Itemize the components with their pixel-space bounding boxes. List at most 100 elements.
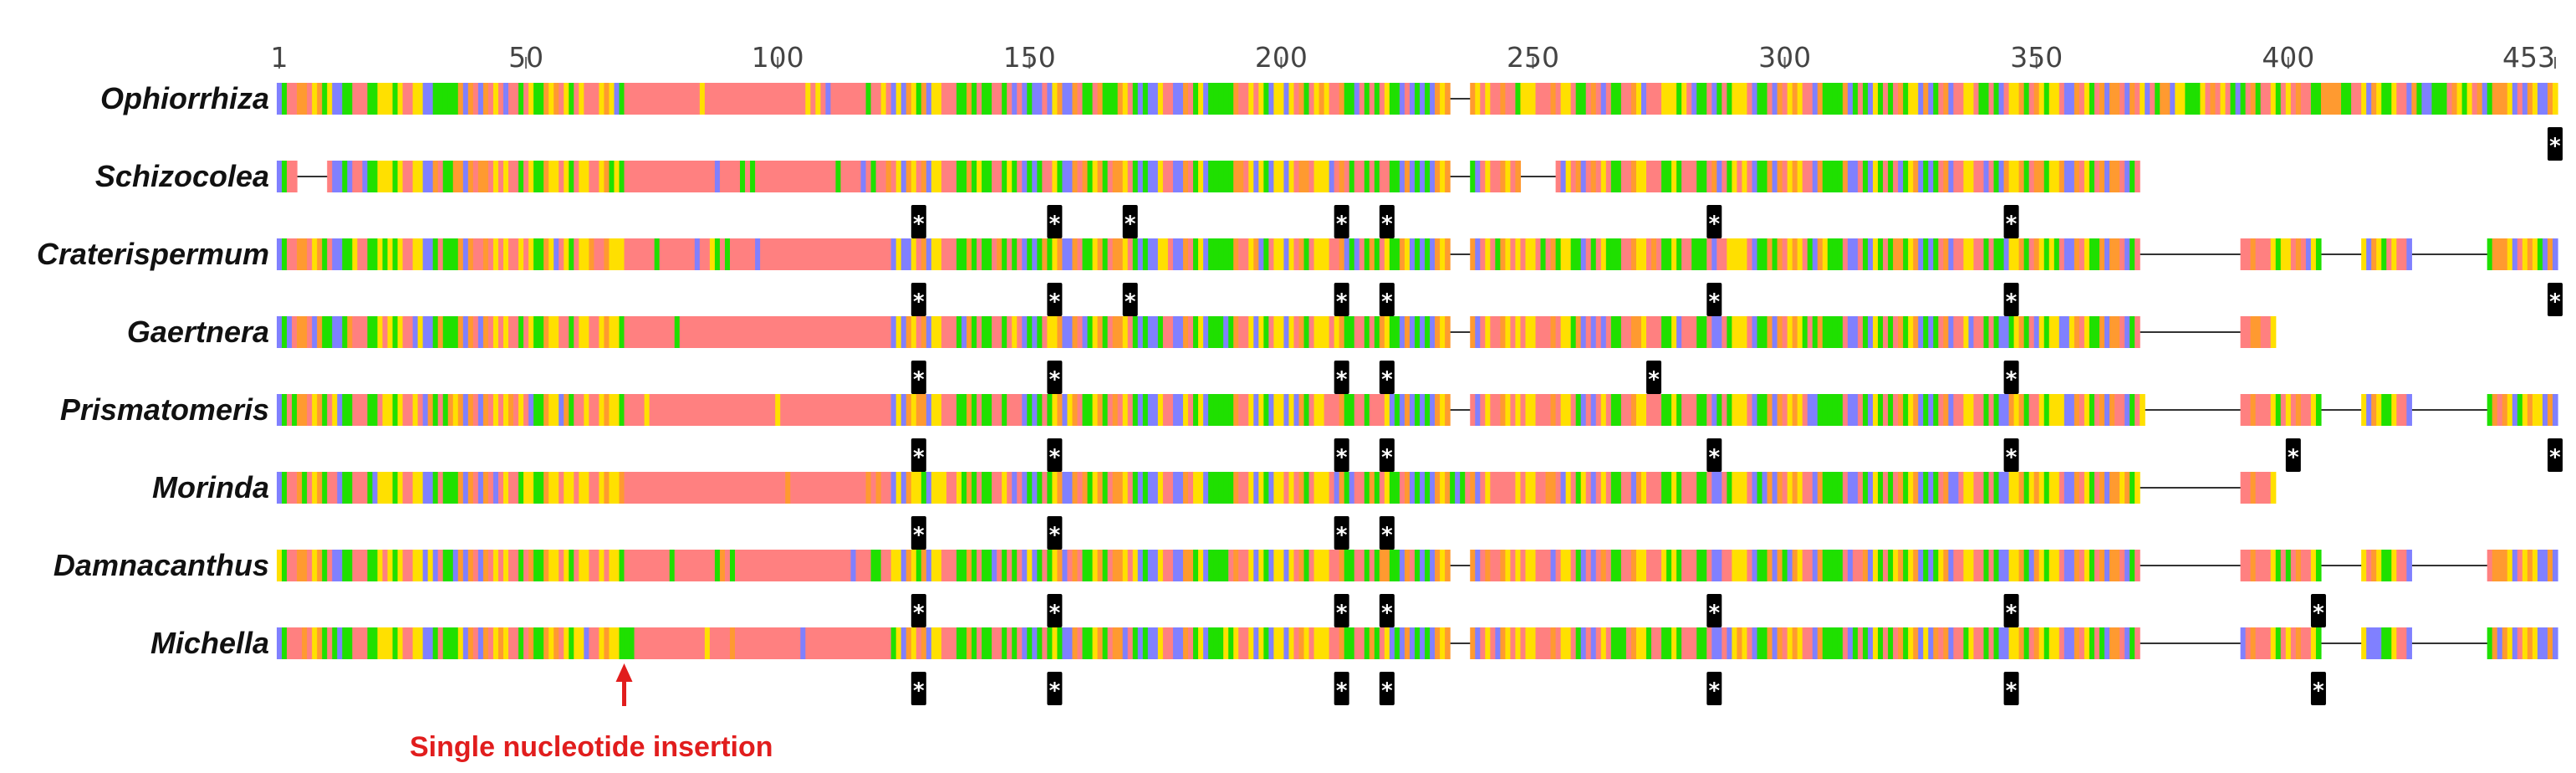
base-cell xyxy=(1505,238,1512,270)
base-cell xyxy=(1762,627,1768,659)
base-cell xyxy=(332,238,338,270)
base-cell xyxy=(1918,550,1924,581)
base-cell xyxy=(1490,394,1496,426)
stop-codon-marker-box xyxy=(1706,205,1722,238)
stop-codon-marker-box xyxy=(1047,438,1063,472)
base-cell xyxy=(1268,161,1274,192)
base-cell xyxy=(1389,161,1395,192)
base-cell xyxy=(1162,394,1169,426)
base-cell xyxy=(287,238,293,270)
base-cell xyxy=(292,161,298,192)
base-cell xyxy=(1228,472,1234,504)
base-cell xyxy=(1988,83,1995,115)
base-cell xyxy=(2315,627,2322,659)
base-cell xyxy=(1605,238,1612,270)
base-cell xyxy=(840,550,847,581)
base-cell xyxy=(1752,627,1758,659)
base-cell xyxy=(880,627,887,659)
base-cell xyxy=(1445,161,1451,192)
base-cell xyxy=(967,83,972,115)
base-cell xyxy=(1625,627,1632,659)
stop-codon-marker-box xyxy=(1334,672,1349,705)
base-cell xyxy=(679,627,686,659)
base-cell xyxy=(1888,550,1894,581)
base-cell xyxy=(2315,550,2322,581)
stop-codon-marker: * xyxy=(1122,205,1138,238)
base-cell xyxy=(1117,238,1124,270)
base-cell xyxy=(342,316,348,348)
base-cell xyxy=(1022,394,1028,426)
base-cell xyxy=(1993,238,2000,270)
base-cell xyxy=(845,316,852,348)
base-cell xyxy=(1600,472,1607,504)
base-cell xyxy=(1862,83,1869,115)
base-cell xyxy=(528,161,534,192)
stop-codon-marker: * xyxy=(911,594,926,627)
base-cell xyxy=(327,550,333,581)
base-cell xyxy=(1364,394,1370,426)
base-cell xyxy=(825,550,832,581)
base-cell xyxy=(1092,550,1099,581)
base-cell xyxy=(397,550,404,581)
stop-codon-marker: * xyxy=(1379,205,1395,238)
base-cell xyxy=(1243,161,1249,192)
base-cell xyxy=(1445,238,1451,270)
base-cell xyxy=(1737,161,1743,192)
base-cell xyxy=(2310,627,2317,659)
base-cell xyxy=(2099,472,2105,504)
base-cell xyxy=(377,550,384,581)
base-cell xyxy=(1842,238,1849,270)
base-cell xyxy=(1711,550,1717,581)
base-cell xyxy=(1998,550,2005,581)
base-cell xyxy=(1737,394,1743,426)
base-cell xyxy=(574,394,579,426)
base-cell xyxy=(1862,627,1869,659)
stop-codon-marker-box xyxy=(2310,594,2326,627)
base-cell xyxy=(574,550,579,581)
base-cell xyxy=(1792,394,1798,426)
base-cell xyxy=(1112,550,1119,581)
base-cell xyxy=(1973,83,1980,115)
base-cell xyxy=(1414,238,1421,270)
base-cell xyxy=(302,472,308,504)
base-cell xyxy=(1590,394,1597,426)
base-cell xyxy=(1782,627,1788,659)
base-cell xyxy=(649,83,655,115)
base-cell xyxy=(2305,238,2312,270)
base-cell xyxy=(1505,161,1512,192)
base-cell xyxy=(579,550,584,581)
base-cell xyxy=(307,627,313,659)
base-cell xyxy=(1686,472,1692,504)
base-cell xyxy=(1737,550,1743,581)
base-cell xyxy=(589,316,594,348)
base-cell xyxy=(2351,83,2357,115)
base-cell xyxy=(367,83,374,115)
base-cell xyxy=(946,394,952,426)
base-cell xyxy=(2507,238,2513,270)
base-cell xyxy=(1223,550,1229,581)
base-cell xyxy=(1953,394,1959,426)
base-cell xyxy=(1288,394,1295,426)
base-cell xyxy=(332,316,338,348)
base-cell xyxy=(2018,161,2025,192)
base-cell xyxy=(277,627,283,659)
base-cell xyxy=(785,316,791,348)
base-cell xyxy=(1696,161,1702,192)
base-cell xyxy=(775,627,781,659)
base-cell xyxy=(855,238,862,270)
base-cell xyxy=(382,161,389,192)
sequence-block xyxy=(1470,627,2140,659)
base-cell xyxy=(2008,161,2015,192)
base-cell xyxy=(895,316,902,348)
base-cell xyxy=(790,161,796,192)
base-cell xyxy=(1600,550,1607,581)
base-cell xyxy=(1747,161,1753,192)
base-cell xyxy=(2331,83,2337,115)
base-cell xyxy=(1752,550,1758,581)
base-cell xyxy=(654,472,661,504)
base-cell xyxy=(1339,83,1345,115)
base-cell xyxy=(1072,83,1079,115)
base-cell xyxy=(553,238,559,270)
base-cell xyxy=(1258,627,1264,659)
base-cell xyxy=(1570,472,1577,504)
